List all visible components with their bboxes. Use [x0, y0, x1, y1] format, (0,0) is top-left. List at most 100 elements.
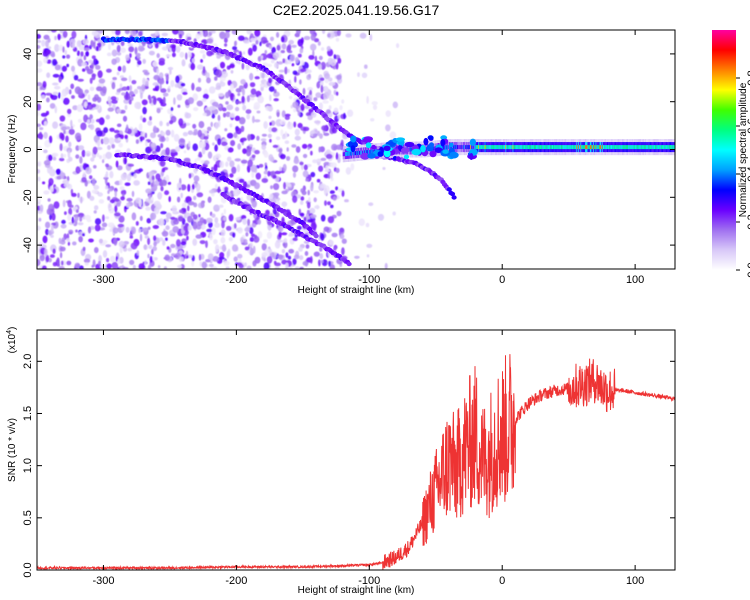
spectrogram-cell	[64, 211, 67, 216]
spectrogram-cell	[287, 68, 290, 73]
spectrogram-cell	[122, 115, 128, 122]
spectrogram-cell	[323, 161, 330, 167]
spectrogram-cell	[347, 109, 354, 117]
snr-x-ticks: -300 -200 -100 0 100	[92, 330, 644, 587]
spectrogram-cell	[333, 107, 339, 114]
spectrogram-cell	[105, 151, 112, 160]
spectrogram-cell	[392, 101, 398, 109]
spectrogram-cell	[249, 237, 255, 242]
spectrogram-cell	[46, 97, 50, 103]
spectrogram-cell	[98, 42, 102, 48]
spectrogram-cell	[116, 44, 121, 53]
spectrogram-cell	[119, 186, 125, 191]
spectrogram-cell	[274, 62, 279, 69]
spectrogram-cell	[106, 52, 112, 57]
spectrogram-cell	[226, 104, 234, 111]
spectrogram-cell	[147, 253, 150, 259]
spectrogram-cell	[165, 129, 171, 136]
spectrogram-cell	[339, 233, 345, 239]
spectrogram-cell	[181, 202, 187, 208]
spectrogram-cell	[43, 190, 50, 195]
spectrogram-cell	[233, 132, 238, 139]
spectrogram-cell	[247, 47, 253, 56]
spectrogram-cell	[99, 155, 102, 160]
spectrogram-cell	[277, 225, 281, 232]
spectrogram-cell	[66, 54, 71, 59]
spectrogram-cell	[109, 170, 114, 179]
spectrogram-cell	[56, 257, 60, 264]
spectrogram-cell	[165, 147, 171, 156]
snr-y-multiplier-base: (x10	[7, 333, 18, 353]
spectrogram-cell	[638, 145, 641, 150]
spectrogram-cell	[215, 69, 223, 78]
spectrogram-cell	[148, 50, 155, 56]
spectrogram-cell	[211, 213, 216, 218]
spectrogram-cell	[278, 166, 283, 171]
spectrogram-cell	[45, 221, 51, 229]
spectrogram-cell	[58, 265, 65, 269]
spectrogram-cell	[85, 51, 89, 57]
spectrogram-cell	[67, 241, 71, 246]
spectrogram-cell	[297, 39, 304, 47]
spectrogram-cell	[118, 215, 125, 223]
spectrogram-cell	[71, 95, 75, 99]
spectrogram-cell	[289, 54, 296, 62]
spectrogram-cell	[190, 63, 196, 71]
spectrogram-cell	[157, 192, 163, 200]
spectrogram-cell	[147, 120, 153, 126]
spectrogram-cell	[444, 145, 447, 150]
colorbar-label: Normalized spectral amplitude	[738, 82, 749, 217]
spectrogram-cell	[120, 173, 127, 181]
snr-y-label: SNR (10 * v/v)	[7, 418, 18, 482]
spectrogram-cell	[383, 145, 391, 151]
spectrogram-cell	[95, 45, 99, 52]
spectrogram-cell	[133, 180, 140, 186]
spectrogram-cell	[221, 71, 228, 78]
spectrogram-cell	[411, 147, 413, 152]
x-tick-label: -300	[92, 274, 114, 286]
spectrogram-cell	[324, 73, 330, 80]
spectrogram-cell	[111, 30, 116, 35]
spectrogram-cell	[46, 72, 51, 78]
spectrogram-cell	[117, 223, 125, 228]
spectrogram-cell	[236, 164, 241, 173]
spectrogram-cell	[427, 135, 434, 140]
spectrogram-cell	[567, 145, 570, 150]
spectrogram-cell	[229, 160, 235, 168]
spectrogram-cell	[236, 262, 243, 266]
spectrogram-cell	[37, 176, 41, 182]
spectrogram-cell	[156, 53, 160, 59]
spectrogram-x-label: Height of straight line (km)	[298, 285, 415, 296]
spectrogram-cell	[319, 253, 324, 260]
spectrogram-cell	[70, 125, 74, 130]
spectrogram-cell	[98, 254, 102, 263]
spectrogram-cell	[288, 95, 293, 100]
spectrogram-cell	[360, 150, 362, 155]
spectrogram-cell	[108, 207, 115, 214]
spectrogram-cell	[308, 73, 311, 78]
spectrogram-cell	[320, 259, 324, 264]
colorbar: 0.0 0.2 0.4 0.6 0.8 Normalized spectral ampl…	[712, 30, 750, 278]
spectrogram-cell	[166, 43, 171, 50]
spectrogram-cell	[135, 52, 141, 57]
spectrogram-cell	[125, 226, 130, 233]
spectrogram-cell	[280, 50, 285, 54]
spectrogram-cell	[96, 86, 103, 92]
spectrogram-cell	[286, 156, 291, 161]
spectrogram-cell	[85, 150, 92, 157]
spectrogram-cell	[220, 236, 226, 244]
spectrogram-cell	[165, 136, 169, 142]
spectrogram-cell	[120, 189, 127, 196]
spectrogram-cell	[360, 152, 370, 160]
spectrogram-cell	[331, 232, 338, 238]
spectrogram-cell	[366, 254, 370, 258]
snr-series-line	[37, 354, 675, 570]
spectrogram-cell	[52, 91, 59, 96]
spectrogram-cell	[142, 77, 146, 86]
spectrogram-cell	[151, 175, 155, 181]
spectrogram-cell	[77, 40, 82, 46]
spectrogram-cell	[209, 233, 213, 241]
spectrogram-cell	[281, 190, 288, 195]
spectrogram-cell	[90, 118, 95, 124]
spectrogram-cell	[130, 242, 138, 250]
